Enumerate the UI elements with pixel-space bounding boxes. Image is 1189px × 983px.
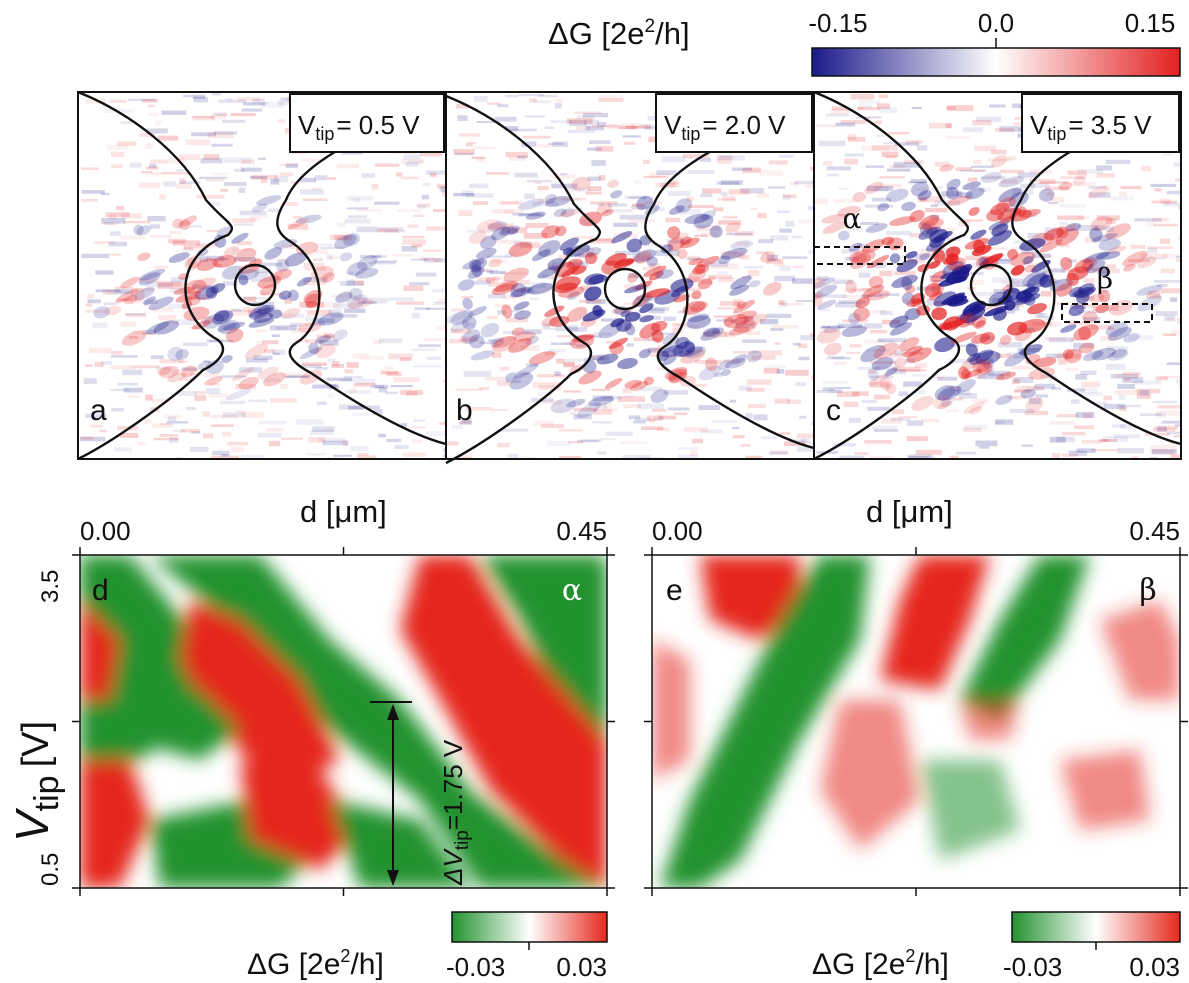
panel-e: d [μm] 0.00 0.45 e β ΔG [2e2/h] -0.03 0.… — [644, 494, 1188, 982]
panel-e-colorbar-gradient — [1011, 911, 1181, 943]
panel-d-heatmap — [80, 555, 607, 888]
panel-e-heatmap — [652, 555, 1180, 888]
panel-b-background — [446, 92, 814, 459]
panel-a-gate-outline — [77, 90, 447, 461]
panel-d-colorbar: ΔG [2e2/h] -0.03 0.03 — [247, 911, 608, 982]
panel-c-region-beta-label: β — [1097, 262, 1113, 295]
panel-d-xtick-min: 0.00 — [80, 516, 131, 546]
panel-d: d [μm] 0.00 0.45 0.5 3.5 Vtip[V] ΔVtip=1… — [6, 494, 615, 982]
panel-e-colorbar-label: ΔG [2e2/h] — [812, 946, 949, 981]
panel-c-annotation-box — [1021, 93, 1180, 153]
panel-d-delta-annotation: ΔVtip=1.75 V — [438, 739, 473, 886]
panel-d-arrow-head-up — [387, 704, 399, 720]
panel-e-tick-marks — [644, 547, 1188, 896]
panel-c: α β Vtip= 3.5 V c — [813, 90, 1182, 461]
panel-e-colorbar-tick-min: -0.03 — [1003, 952, 1062, 982]
panel-d-ylabel: Vtip[V] — [6, 721, 66, 842]
panel-b-letter: b — [456, 394, 473, 427]
panel-d-arrow-head-down — [387, 870, 399, 886]
panel-c-frame — [813, 91, 1182, 460]
panel-c-region-alpha-box — [813, 246, 906, 265]
panel-e-region-label: β — [1139, 573, 1156, 608]
panel-d-tick-marks — [72, 547, 615, 896]
panel-a-tip-circle — [233, 263, 277, 307]
panel-d-colorbar-label: ΔG [2e2/h] — [247, 946, 384, 981]
panel-d-letter: d — [92, 574, 109, 607]
panel-a-background — [78, 92, 446, 459]
panel-d-xlabel: d [μm] — [300, 494, 387, 529]
panel-e-colorbar-tick-max: 0.03 — [1129, 952, 1180, 982]
top-colorbar: ΔG [2e2/h] -0.15 0.0 0.15 — [548, 8, 1181, 77]
panel-c-region-alpha-label: α — [843, 202, 862, 235]
panel-d-colorbar-gradient — [451, 911, 608, 943]
panel-c-letter: c — [826, 394, 841, 427]
panel-d-region-label: α — [562, 573, 582, 608]
panel-a: Vtip= 0.5 V a — [77, 90, 447, 461]
panel-c-region-beta-box — [1061, 303, 1153, 323]
panel-b-gate-outline — [445, 94, 815, 465]
panel-c-annotation: Vtip= 3.5 V — [1030, 110, 1152, 144]
panel-e-xtick-min: 0.00 — [652, 516, 703, 546]
panel-d-yticks: 0.5 3.5 — [37, 570, 64, 886]
top-colorbar-gradient — [811, 47, 1181, 77]
panel-c-scan-map — [814, 93, 1181, 459]
panel-d-xtick-max: 0.45 — [556, 516, 607, 546]
panel-b: Vtip= 2.0 V b — [445, 91, 815, 465]
panel-d-ytick-min: 0.5 — [37, 853, 64, 886]
top-colorbar-label: ΔG [2e2/h] — [548, 16, 690, 51]
panel-a-annotation-box — [289, 93, 445, 153]
top-colorbar-tick-min: -0.15 — [808, 8, 867, 38]
panel-d-colorbar-tick-min: -0.03 — [446, 952, 505, 982]
panel-d-ytick-max: 3.5 — [37, 570, 64, 603]
panel-e-colorbar: ΔG [2e2/h] -0.03 0.03 — [812, 911, 1181, 982]
panel-e-xlabel: d [μm] — [866, 494, 953, 529]
panel-e-xtick-max: 0.45 — [1129, 516, 1180, 546]
panel-c-gate-outline — [813, 90, 1182, 461]
panel-a-annotation: Vtip= 0.5 V — [298, 110, 420, 144]
top-colorbar-tick-mid: 0.0 — [978, 8, 1014, 38]
panel-b-tip-circle — [603, 267, 647, 311]
top-colorbar-tick-max: 0.15 — [1125, 8, 1176, 38]
panel-b-annotation: Vtip= 2.0 V — [664, 110, 786, 144]
panel-c-tip-circle — [969, 263, 1013, 307]
panel-a-letter: a — [90, 394, 107, 427]
panel-c-background — [814, 92, 1181, 459]
panel-d-colorbar-tick-max: 0.03 — [556, 952, 607, 982]
panel-e-letter: e — [666, 574, 683, 607]
panel-b-annotation-box — [655, 93, 813, 153]
